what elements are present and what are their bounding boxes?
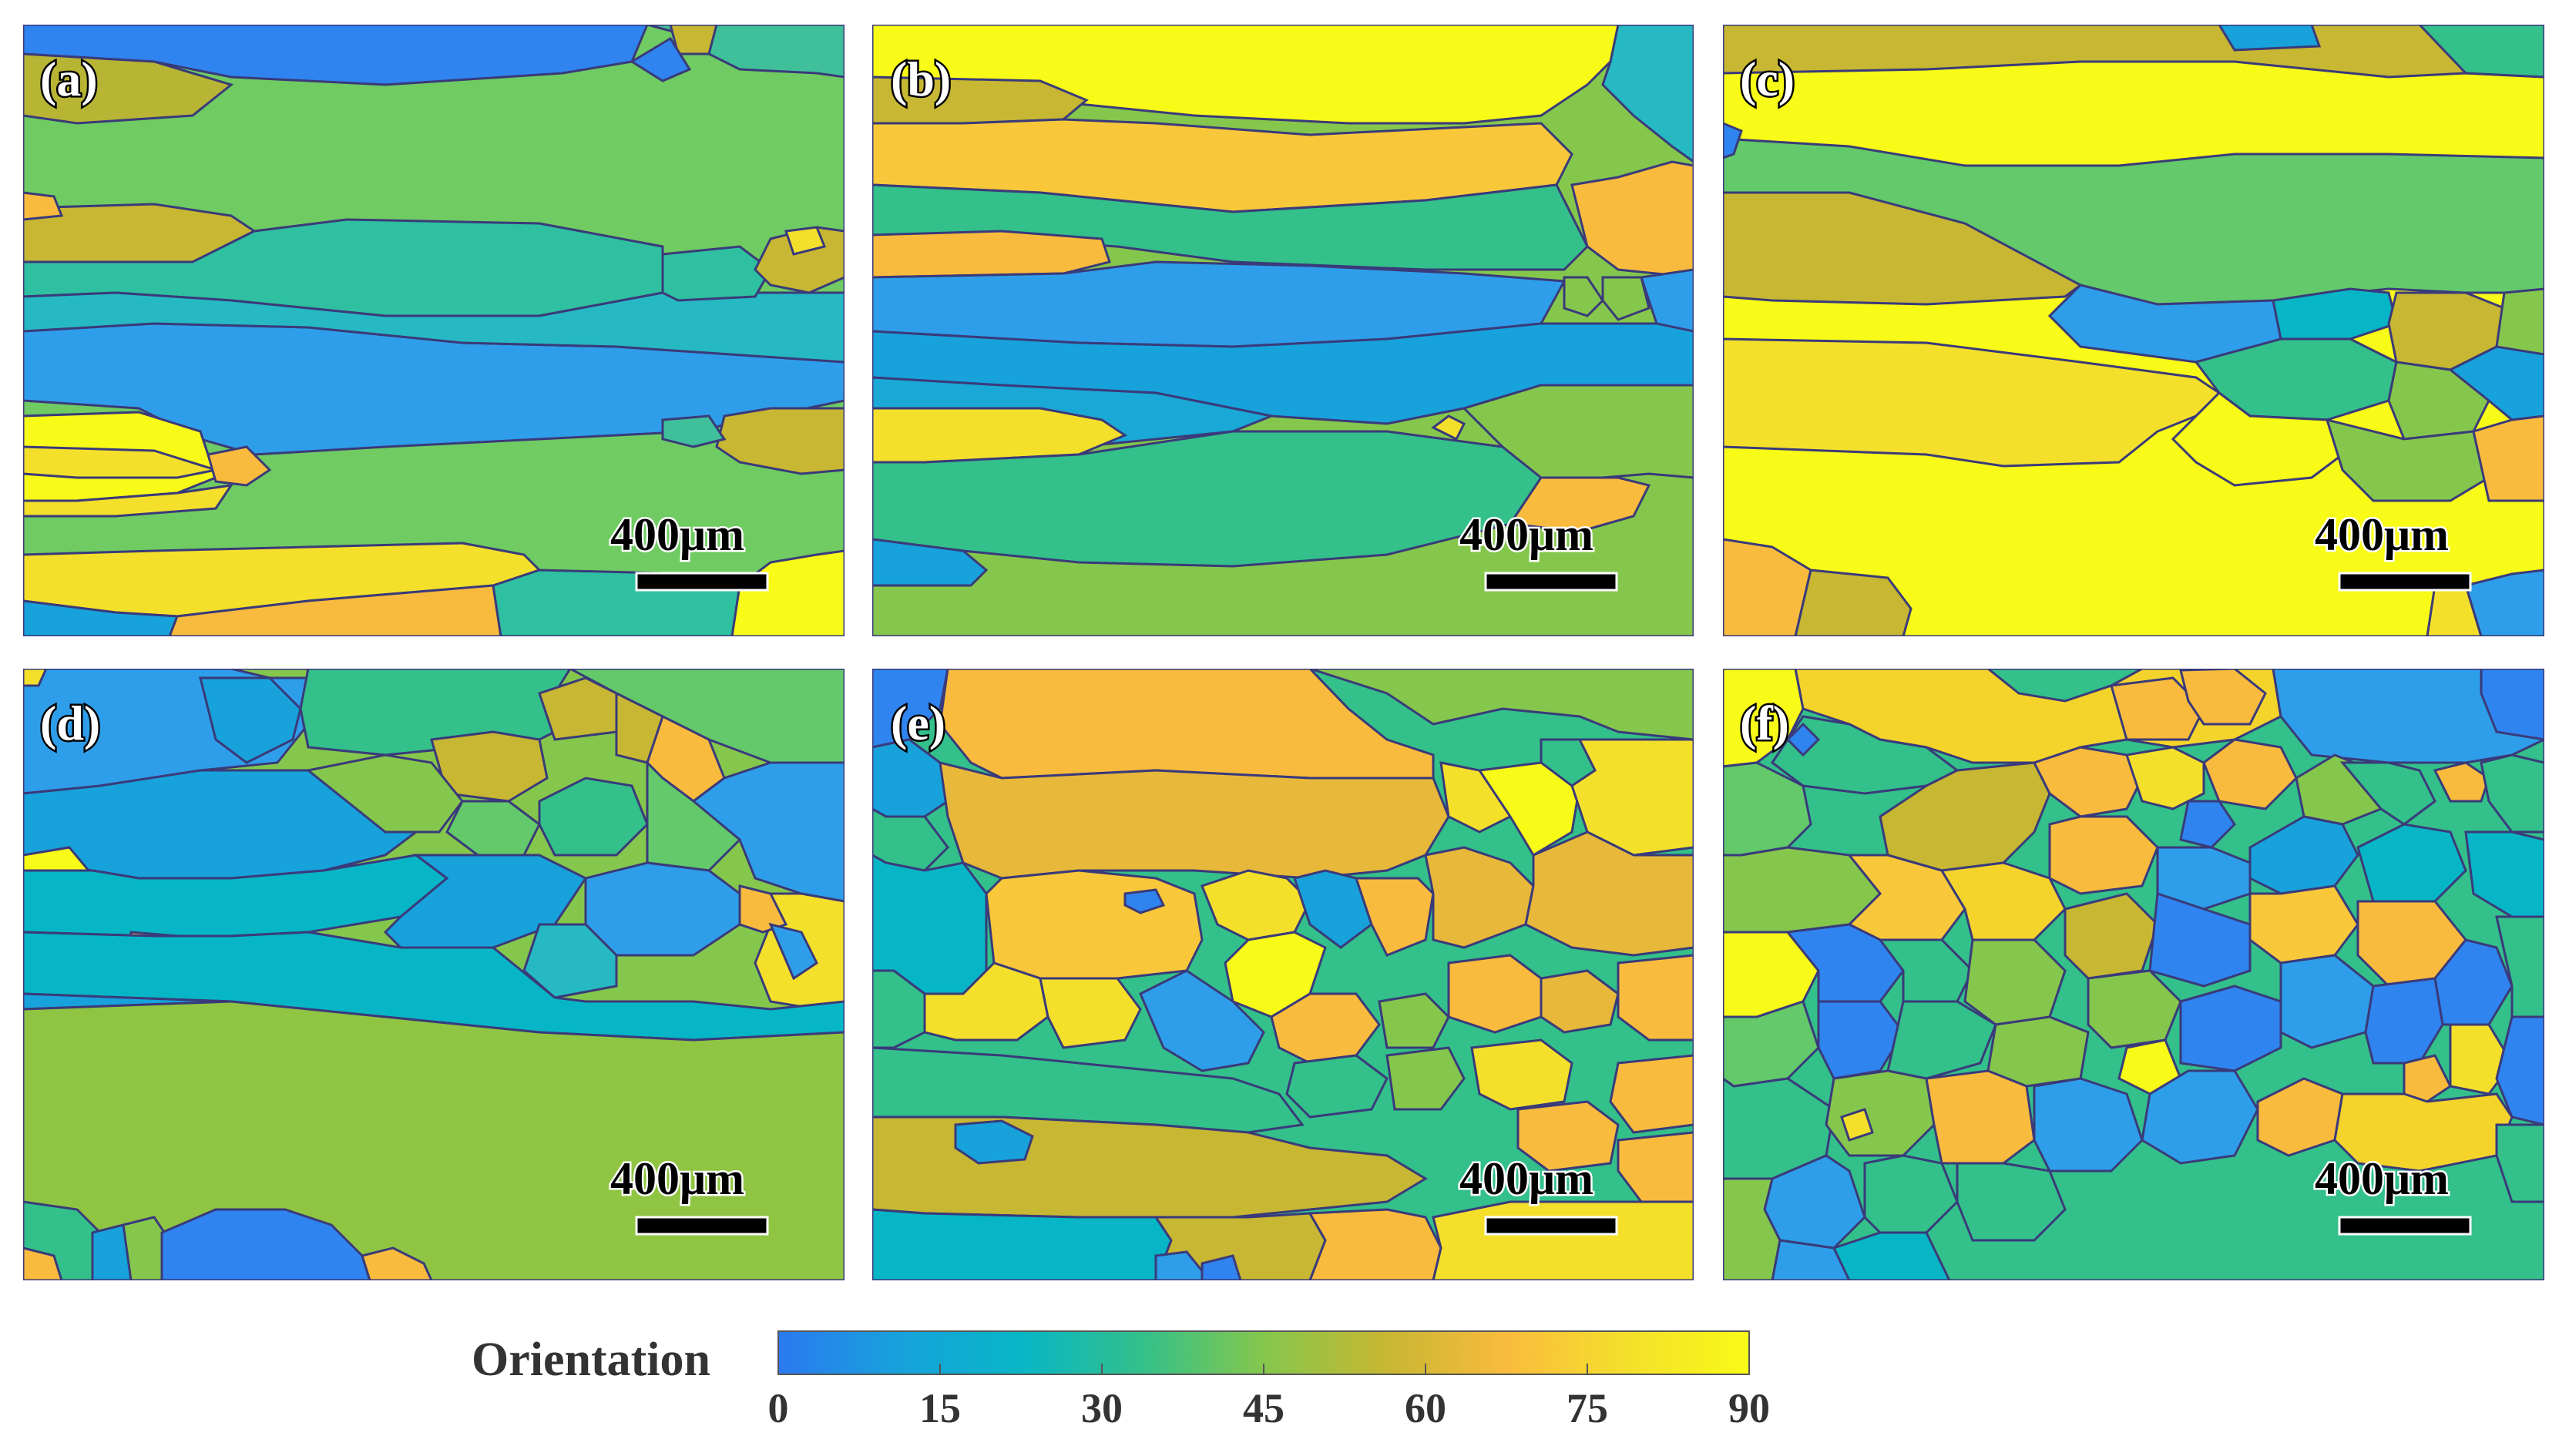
panel-e [872, 669, 1694, 1280]
colorbar-tick-label: 60 [1405, 1385, 1446, 1431]
panel-e-label: (e) [891, 696, 945, 750]
panel-c-scale-bar [2338, 572, 2472, 592]
colorbar-ticks [777, 1364, 1750, 1374]
colorbar-title: Orientation [472, 1334, 710, 1386]
panel-b-scale-text: 400μm [1459, 509, 1593, 560]
panel-b-scale-bar [1484, 572, 1618, 592]
colorbar-tick-label: 0 [768, 1385, 789, 1431]
panel-c-annotations: (c) 400μm [1738, 50, 2472, 592]
panel-f-label: (f) [1740, 696, 1789, 750]
colorbar-tick-label: 15 [919, 1385, 961, 1431]
orientation-colorbar: Orientation 0 15 30 45 60 75 90 [472, 1330, 1770, 1431]
panel-c-scale-text: 400μm [2315, 509, 2449, 560]
panel-e-annotations: (e) 400μm [889, 694, 1618, 1236]
panel-a [23, 25, 845, 636]
panel-f-scale-text: 400μm [2315, 1153, 2449, 1204]
panel-f [1723, 669, 2544, 1280]
panel-c-label: (c) [1740, 52, 1795, 106]
panel-b-annotations: (b) 400μm [889, 50, 1618, 592]
panel-a-scale-bar [635, 572, 769, 592]
panel-a-scale-text: 400μm [610, 509, 744, 560]
panel-d-annotations: (d) 400μm [39, 694, 769, 1236]
colorbar-tick-label: 45 [1243, 1385, 1284, 1431]
panel-f-annotations: (f) 400μm [1738, 694, 2472, 1236]
panel-b-label: (b) [891, 52, 951, 106]
colorbar-tick-label: 30 [1081, 1385, 1123, 1431]
panel-a-label: (a) [40, 52, 98, 106]
panel-b [872, 25, 1694, 636]
colorbar-tick-label: 90 [1728, 1385, 1770, 1431]
colorbar-tick-label: 75 [1567, 1385, 1608, 1431]
panel-d-scale-bar [635, 1216, 769, 1236]
panel-e-scale-bar [1484, 1216, 1618, 1236]
panel-d [23, 669, 845, 1280]
panel-e-scale-text: 400μm [1459, 1153, 1593, 1204]
panel-d-label: (d) [40, 696, 100, 750]
panel-a-annotations: (a) 400μm [39, 50, 769, 592]
panel-f-scale-bar [2338, 1216, 2472, 1236]
panel-c [1723, 25, 2544, 636]
panel-d-scale-text: 400μm [610, 1153, 744, 1204]
